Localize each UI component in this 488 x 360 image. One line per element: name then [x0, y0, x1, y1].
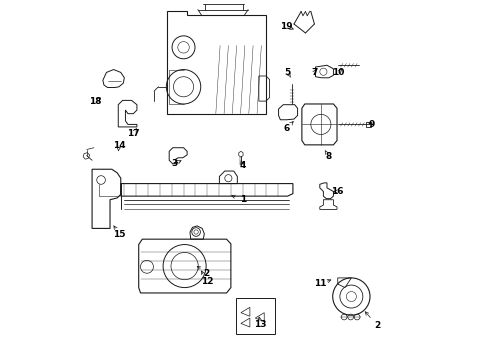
- Text: 3: 3: [171, 159, 177, 168]
- Text: 2: 2: [373, 321, 380, 330]
- Text: 16: 16: [331, 187, 343, 196]
- Text: 2: 2: [203, 269, 209, 278]
- Text: 1: 1: [239, 195, 245, 204]
- Text: 12: 12: [200, 276, 213, 285]
- Text: 7: 7: [310, 68, 317, 77]
- Text: 13: 13: [254, 320, 266, 329]
- Text: 11: 11: [313, 279, 325, 288]
- Text: 10: 10: [331, 68, 344, 77]
- Text: 15: 15: [113, 230, 126, 239]
- Text: 5: 5: [284, 68, 290, 77]
- Text: 6: 6: [283, 123, 289, 132]
- Text: 8: 8: [325, 152, 331, 161]
- Text: 9: 9: [368, 120, 374, 129]
- Text: 19: 19: [280, 22, 292, 31]
- Text: 4: 4: [239, 161, 245, 170]
- Text: 14: 14: [112, 141, 125, 150]
- Text: 18: 18: [89, 97, 102, 106]
- Text: 17: 17: [127, 129, 140, 138]
- Bar: [235, 298, 275, 334]
